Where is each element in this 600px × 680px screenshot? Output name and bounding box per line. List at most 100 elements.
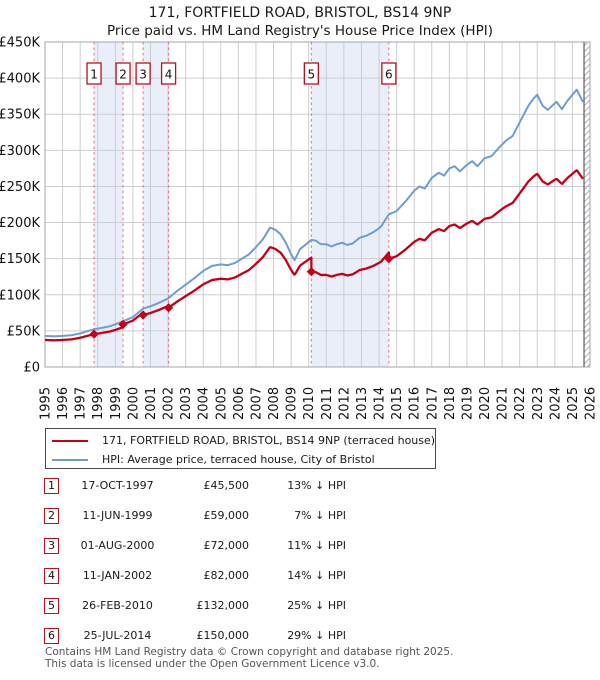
sale-price: £150,000 xyxy=(196,629,250,642)
hpi-delta: 25% ↓ HPI xyxy=(287,599,346,612)
sale-marker-diamond xyxy=(384,254,394,264)
row-number-badge: 6 xyxy=(44,628,59,644)
event-badge-number: 6 xyxy=(385,68,393,82)
row-number-badge: 4 xyxy=(44,568,59,584)
event-badge-number: 1 xyxy=(90,68,98,82)
property-line-swatch xyxy=(52,440,88,442)
x-axis-tick-label: 2005 xyxy=(214,387,229,420)
legend-item-property: 171, FORTFIELD ROAD, BRISTOL, BS14 9NP (… xyxy=(46,431,435,450)
event-badge-number: 3 xyxy=(139,68,147,82)
x-axis-tick-label: 2008 xyxy=(267,387,282,420)
table-row: 4 11-JAN-2002 £82,000 14% ↓ HPI xyxy=(44,568,444,598)
y-axis-tick-label: £300K xyxy=(0,144,40,159)
x-axis-tick-label: 1997 xyxy=(74,387,89,420)
y-axis-tick-label: £200K xyxy=(0,216,40,231)
x-axis-tick-label: 2024 xyxy=(548,387,563,420)
ownership-band xyxy=(311,42,389,367)
x-axis-tick-label: 2001 xyxy=(144,387,159,420)
page-subtitle: Price paid vs. HM Land Registry's House … xyxy=(107,23,493,39)
event-badge-box xyxy=(86,62,102,85)
sale-marker-diamond xyxy=(89,329,99,339)
legend-label: 171, FORTFIELD ROAD, BRISTOL, BS14 9NP (… xyxy=(102,434,436,447)
x-axis-tick-label: 2011 xyxy=(320,387,335,420)
x-axis-tick-label: 2002 xyxy=(162,387,177,420)
x-axis-tick-label: 2022 xyxy=(513,387,528,420)
future-hatch-region xyxy=(584,42,590,367)
chart-legend: 171, FORTFIELD ROAD, BRISTOL, BS14 9NP (… xyxy=(45,428,436,469)
sale-marker-diamond xyxy=(138,310,148,320)
x-axis-tick-label: 2010 xyxy=(302,387,317,420)
sale-price: £72,000 xyxy=(203,539,250,552)
x-axis-tick-label: 2004 xyxy=(197,387,212,420)
price-history-chart: 1 2 3 4 5 6£0£50K£100K£150K£200K£250K£300K£35… xyxy=(0,36,599,421)
x-axis-tick-label: 2018 xyxy=(443,387,458,420)
x-axis-tick-label: 2026 xyxy=(584,387,599,420)
sale-price: £45,500 xyxy=(203,479,250,492)
sale-marker-diamond xyxy=(306,267,316,277)
x-axis-tick-label: 2025 xyxy=(566,387,581,420)
table-row: 1 17-OCT-1997 £45,500 13% ↓ HPI xyxy=(44,478,444,508)
hpi-delta: 7% ↓ HPI xyxy=(294,509,346,522)
y-axis-tick-label: £350K xyxy=(0,108,40,123)
x-axis-tick-label: 1998 xyxy=(91,387,106,420)
sale-date: 11-JUN-1999 xyxy=(82,509,153,522)
x-axis-tick-label: 2016 xyxy=(408,387,423,420)
x-axis-tick-label: 2020 xyxy=(478,387,493,420)
sale-price: £82,000 xyxy=(203,569,250,582)
event-badge-box xyxy=(115,62,131,85)
x-axis-tick-label: 2013 xyxy=(355,387,370,420)
row-number-badge: 5 xyxy=(44,598,59,614)
license-line-2: This data is licensed under the Open Gov… xyxy=(45,657,380,670)
event-badge-number: 4 xyxy=(165,68,173,82)
x-axis-tick-label: 2012 xyxy=(337,387,352,420)
table-row: 3 01-AUG-2000 £72,000 11% ↓ HPI xyxy=(44,538,444,568)
hpi-delta: 14% ↓ HPI xyxy=(287,569,346,582)
x-axis-tick-label: 2003 xyxy=(179,387,194,420)
sale-date: 25-JUL-2014 xyxy=(83,629,152,642)
x-axis-tick-label: 2006 xyxy=(232,387,247,420)
sale-date: 01-AUG-2000 xyxy=(80,539,155,552)
x-axis-tick-label: 2000 xyxy=(126,387,141,420)
sale-price: £59,000 xyxy=(203,509,250,522)
y-axis-tick-label: £250K xyxy=(0,180,40,195)
sale-date: 17-OCT-1997 xyxy=(81,479,154,492)
x-axis-tick-label: 2007 xyxy=(249,387,264,420)
hpi-delta: 11% ↓ HPI xyxy=(287,539,346,552)
row-number-badge: 3 xyxy=(44,538,59,554)
event-badge-number: 2 xyxy=(119,68,127,82)
event-badge-number: 5 xyxy=(308,68,316,82)
y-axis-tick-label: £50K xyxy=(7,324,41,339)
x-axis-tick-label: 2017 xyxy=(425,387,440,420)
y-axis-tick-label: £150K xyxy=(0,252,40,267)
sale-date: 26-FEB-2010 xyxy=(82,599,153,612)
table-row: 5 26-FEB-2010 £132,000 25% ↓ HPI xyxy=(44,598,444,628)
x-axis-tick-label: 2019 xyxy=(460,387,475,420)
page-title: 171, FORTFIELD ROAD, BRISTOL, BS14 9NP xyxy=(148,5,452,21)
event-badge-box xyxy=(381,62,397,85)
x-axis-tick-label: 2009 xyxy=(285,387,300,420)
event-badge-box xyxy=(303,62,319,85)
x-axis-tick-label: 2014 xyxy=(373,387,388,420)
ownership-band xyxy=(94,42,124,367)
x-axis-tick-label: 1999 xyxy=(109,387,124,420)
hpi-delta: 13% ↓ HPI xyxy=(287,479,346,492)
x-axis-tick-label: 2023 xyxy=(531,387,546,420)
event-badge-box xyxy=(135,62,151,85)
license-line-1: Contains HM Land Registry data © Crown c… xyxy=(45,646,454,658)
x-axis-tick-label: 2021 xyxy=(496,387,511,420)
y-axis-tick-label: £450K xyxy=(0,36,40,51)
sale-marker-diamond xyxy=(163,303,174,313)
table-row: 2 11-JUN-1999 £59,000 7% ↓ HPI xyxy=(44,508,444,538)
sale-date: 11-JAN-2002 xyxy=(82,569,153,582)
hpi-delta: 29% ↓ HPI xyxy=(287,629,346,642)
x-axis-tick-label: 1996 xyxy=(56,387,71,420)
hpi-line-swatch xyxy=(52,459,88,461)
y-axis-tick-label: £100K xyxy=(0,288,40,303)
ownership-band xyxy=(143,42,169,367)
x-axis-tick-label: 1995 xyxy=(39,387,54,420)
y-axis-tick-label: £400K xyxy=(0,72,40,87)
hpi-line xyxy=(44,88,584,338)
row-number-badge: 1 xyxy=(44,478,59,494)
y-axis-tick-label: £0 xyxy=(23,361,40,376)
